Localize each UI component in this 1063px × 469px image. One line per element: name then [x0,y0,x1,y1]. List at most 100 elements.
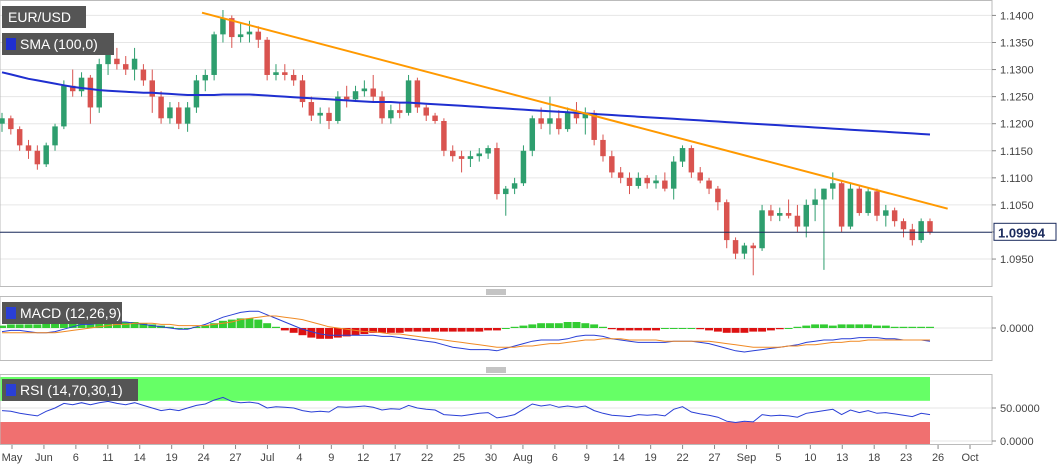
candle-body [379,96,385,119]
candle-body [503,188,509,195]
candle [335,91,341,124]
candle [61,80,67,130]
candle [43,142,49,168]
macd-histogram-bar [872,325,881,328]
time-tick-label: 11 [102,452,113,464]
candle-body [264,39,270,75]
candle-body [812,199,818,205]
rsi-legend[interactable]: RSI (14,70,30,1) [2,379,138,401]
candle-body [785,213,792,216]
candle-body [52,126,58,146]
price-macd-resize-handle[interactable] [486,289,506,295]
candle-body [670,161,677,189]
rsi-tick-label: 50.0000 [1000,403,1040,415]
macd-histogram-bar [263,323,272,328]
candle-body [335,96,341,121]
candle [264,37,270,81]
candle-body [573,112,580,119]
candle-body [679,148,686,162]
trend-line[interactable] [201,11,948,210]
candle [211,31,217,81]
candle [467,150,474,168]
candle [609,150,615,178]
time-tick-label: 6 [73,452,79,464]
candle [237,23,244,43]
macd-histogram-bar [307,328,316,338]
candle [326,107,332,130]
candle-body [927,221,933,233]
candle-body [423,107,429,116]
macd-histogram-bar [705,328,714,331]
candle-body [591,112,597,140]
macd-histogram-bar [492,328,501,331]
candle [352,85,359,103]
macd-histogram-bar [475,328,484,332]
candle-body [865,191,871,214]
macd-histogram-bar [590,324,599,328]
candle [16,126,23,151]
macd-histogram-bar [360,328,369,334]
candle [388,104,394,124]
time-tick-label: 23 [900,452,912,464]
time-tick-label: Aug [513,452,533,464]
candle [777,207,783,222]
candle-body [494,148,500,195]
macd-histogram-bar [899,326,908,328]
price-tick-label: 1.1100 [1000,173,1033,185]
candle [78,72,85,97]
candle [511,177,518,195]
candle-body [918,221,924,241]
macd-histogram-bar [448,328,457,332]
macd-histogram-bar [740,328,749,333]
rsi-color-swatch [6,384,16,396]
candle-body [255,31,262,40]
sma-legend[interactable]: SMA (100,0) [2,33,114,55]
candle [405,74,412,116]
macd-histogram-bar [572,322,581,328]
candle-body [644,177,650,184]
candle-body [131,58,138,70]
macd-histogram-bar [236,318,245,328]
macd-axis: 0.0000 [992,323,1034,335]
candle-body [43,145,49,165]
candle [856,185,863,216]
symbol-legend[interactable]: EUR/USD [2,6,86,28]
candle [794,204,801,232]
candle [874,188,880,222]
macd-histogram-bar [599,326,607,328]
candle [847,183,854,230]
rsi-oversold-zone [0,422,930,444]
candle-body [176,107,182,124]
macd-histogram-bar [218,320,227,328]
macd-histogram-bar [466,328,475,332]
macd-histogram-bar [846,324,855,328]
rsi-panel-border [0,374,993,445]
macd-histogram-bar [316,328,325,339]
candle [193,74,200,113]
candle-body [352,91,359,100]
candle-body [317,112,323,116]
candle [838,180,845,232]
macd-rsi-resize-handle[interactable] [486,367,506,373]
candle-body [414,80,421,108]
price-tick-label: 1.1200 [1000,119,1034,131]
macd-histogram-bar [766,328,775,331]
candle-body [105,47,111,65]
candle-body [803,204,810,227]
candle [167,102,173,124]
macd-color-swatch [6,307,16,319]
macd-histogram-bar [696,328,705,330]
macd-histogram-bar [855,324,864,328]
sma-color-swatch [6,38,16,50]
macd-histogram-bar [908,326,917,328]
macd-histogram-bar [245,318,254,328]
macd-histogram-bar [528,324,537,328]
candle [644,175,650,189]
time-tick-label: 30 [485,452,497,464]
macd-legend[interactable]: MACD (12,26,9) [2,302,122,324]
candle [865,188,871,216]
candle-body [467,156,474,159]
candle-body [723,202,730,241]
macd-histogram-bar [678,328,687,329]
candle-body [211,34,217,75]
